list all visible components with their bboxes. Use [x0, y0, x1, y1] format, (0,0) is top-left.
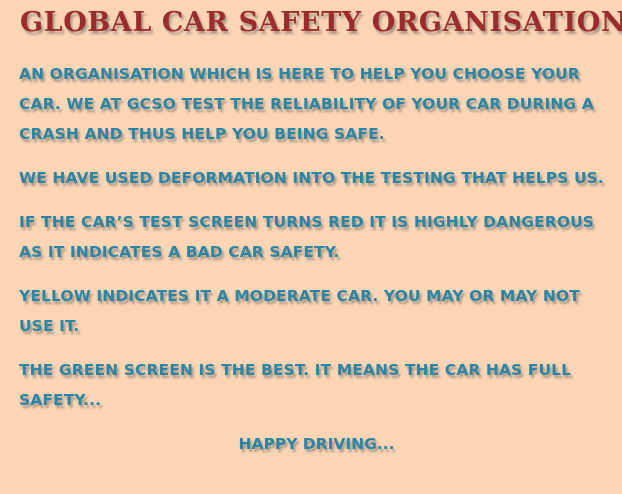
- red-screen-paragraph: IF THE CAR’S TEST SCREEN TURNS RED IT IS…: [19, 213, 595, 261]
- closing-text: HAPPY DRIVING...: [238, 435, 395, 453]
- deformation-paragraph: WE HAVE USED DEFORMATION INTO THE TESTIN…: [19, 169, 604, 187]
- intro-paragraph: AN ORGANISATION WHICH IS HERE TO HELP YO…: [19, 65, 594, 143]
- yellow-screen-paragraph: YELLOW INDICATES IT A MODERATE CAR. YOU …: [19, 287, 580, 335]
- green-screen-paragraph: THE GREEN SCREEN IS THE BEST. IT MEANS T…: [19, 361, 572, 409]
- page-title: GLOBAL CAR SAFETY ORGANISATION: [20, 7, 622, 38]
